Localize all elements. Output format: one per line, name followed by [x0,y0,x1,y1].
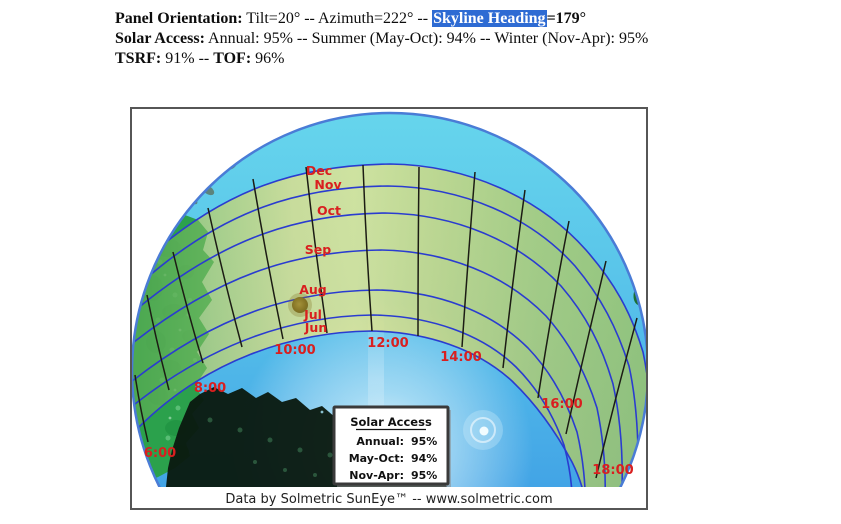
tsrf-label: TSRF: [115,50,162,67]
time-label-0600: 6:00 [144,446,176,461]
tof-value: 96% [251,50,285,67]
lens-flare [463,410,503,450]
tof-label: TOF: [213,50,252,67]
month-label-oct: Oct [317,203,341,218]
skyline-heading-value: =179° [546,10,587,27]
month-label-jun: Jun [304,320,327,335]
solar-access-values: Annual: 95% -- Summer (May-Oct): 94% -- … [204,30,649,47]
legend-novapr-label: Nov-Apr: [349,469,404,482]
legend-annual-label: Annual: [356,435,404,448]
legend-title: Solar Access [350,415,432,429]
month-label-nov: Nov [314,177,341,192]
time-label-1600: 16:00 [541,397,582,412]
legend-annual-value: 95% [411,435,437,448]
dome-rim [132,111,646,487]
month-sun-path-arcs [132,163,646,487]
month-label-jul: Jul [303,307,322,322]
report-header: Panel Orientation: Tilt=20° -- Azimuth=2… [115,9,648,69]
month-label-dec: Dec [306,163,332,178]
figure-caption: Data by Solmetric SunEye™ -- www.solmetr… [225,492,552,507]
tsrf-tof-line: TSRF: 91% -- TOF: 96% [115,49,648,69]
time-label-1400: 14:00 [440,350,481,365]
panel-orientation-values: Tilt=20° -- Azimuth=222° -- [242,10,433,27]
fisheye-sunpath-image: Dec Nov Oct Sep Aug Jul Jun 6:00 8:00 10… [132,111,646,507]
month-label-aug: Aug [299,282,327,297]
solar-access-legend: Solar Access Annual: 95% May-Oct: 94% No… [332,405,451,487]
sun-position-dot [288,293,312,317]
tsrf-value: 91% -- [161,50,214,67]
panel-orientation-label: Panel Orientation: [115,10,243,27]
time-label-1200: 12:00 [367,336,408,351]
panel-orientation-line: Panel Orientation: Tilt=20° -- Azimuth=2… [115,9,648,29]
sky-figure: Dec Nov Oct Sep Aug Jul Jun 6:00 8:00 10… [130,107,648,510]
time-label-1800: 18:00 [592,463,633,478]
time-label-1000: 10:00 [274,343,315,358]
solar-access-line: Solar Access: Annual: 95% -- Summer (May… [115,29,648,49]
solar-access-label: Solar Access: [115,30,205,47]
hour-lines [134,164,638,479]
skyline-heading-highlight: Skyline Heading [432,10,547,27]
legend-novapr-value: 95% [411,469,437,482]
month-label-sep: Sep [305,242,331,257]
time-label-0800: 8:00 [194,381,226,396]
legend-mayoct-value: 94% [411,452,437,465]
legend-mayoct-label: May-Oct: [349,452,404,465]
